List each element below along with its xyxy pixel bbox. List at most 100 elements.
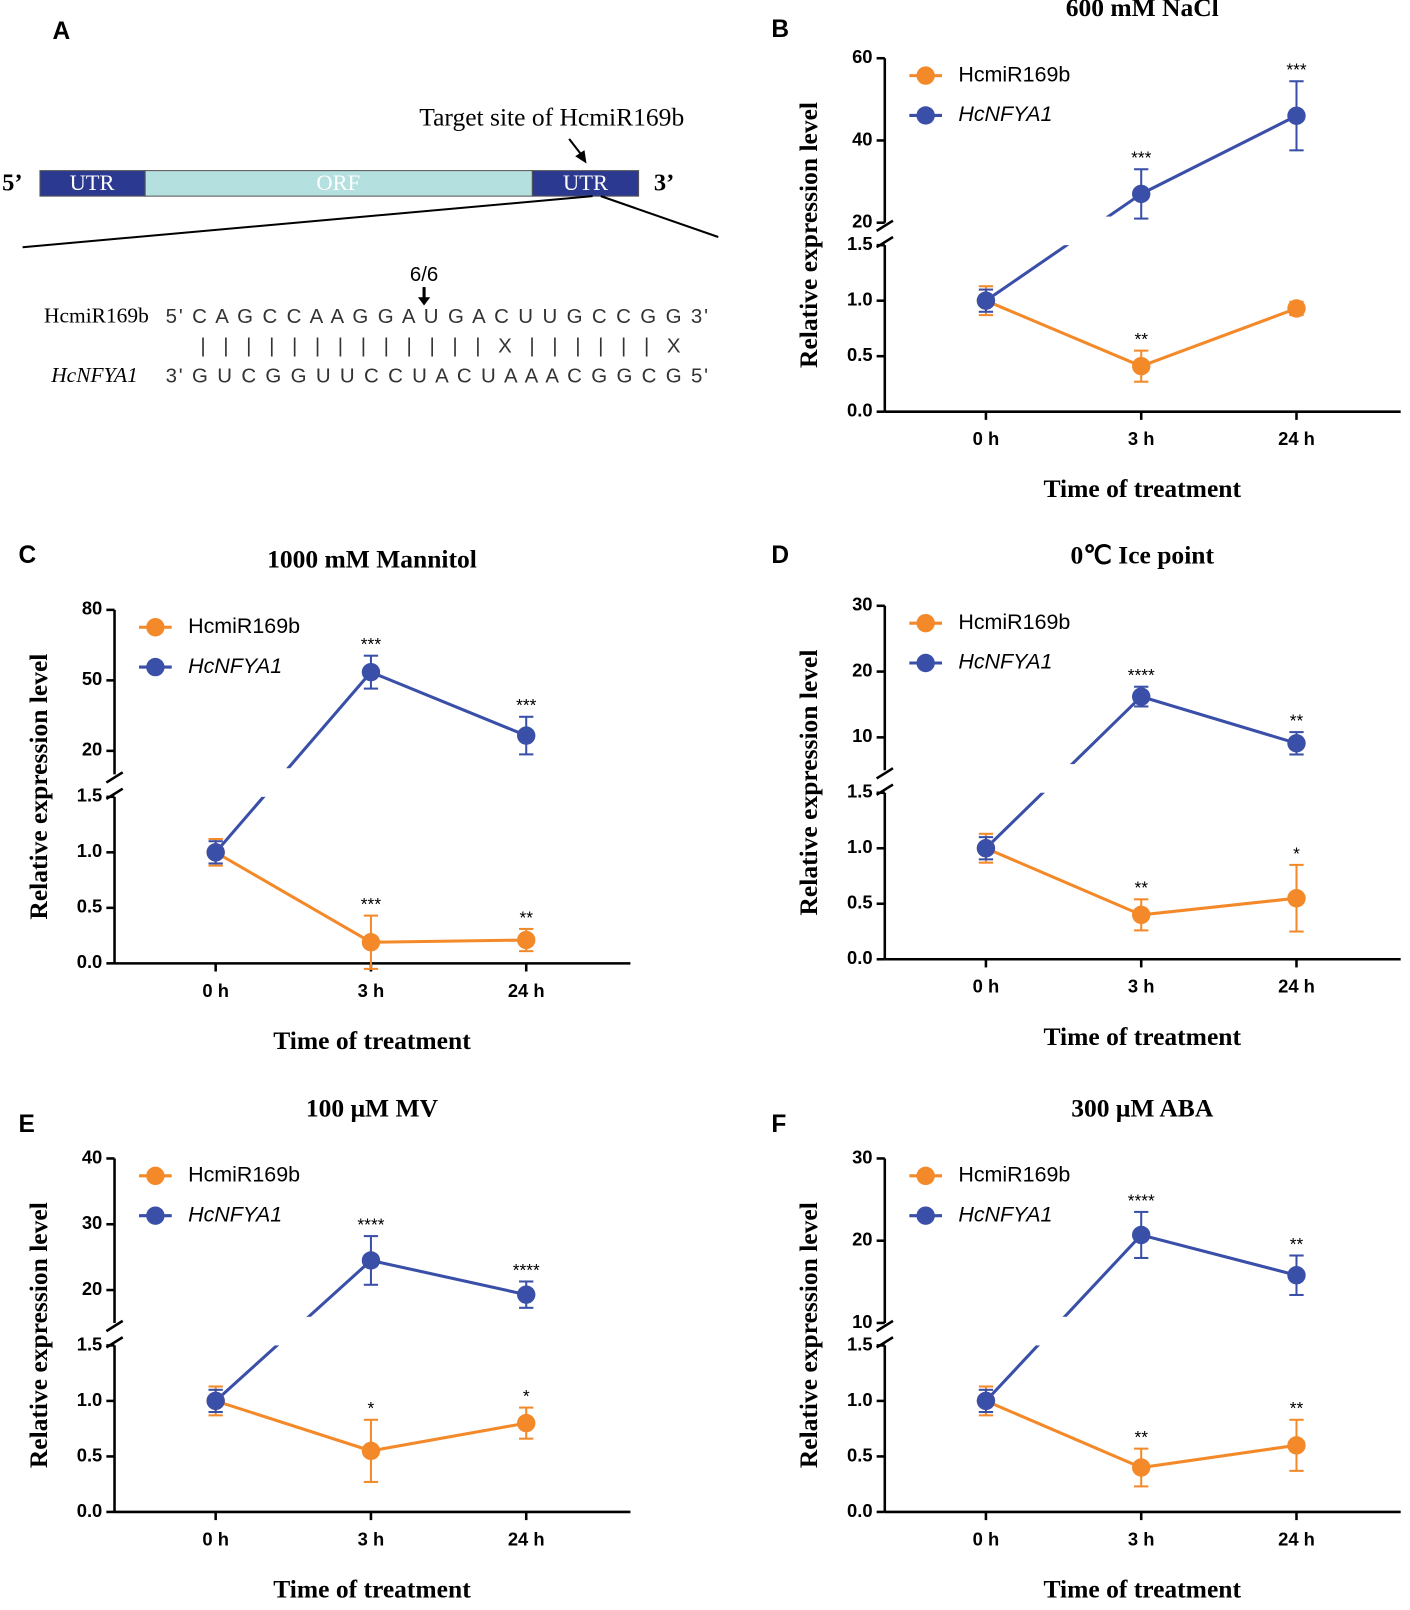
y-axis-label: Relative expression level: [794, 102, 823, 368]
y-tick-label: 1.5: [77, 1333, 103, 1354]
region-label: UTR: [563, 170, 608, 195]
x-tick-label: 0 h: [973, 976, 1000, 997]
legend-marker: [916, 1166, 935, 1186]
y-tick-label: 0.5: [847, 344, 873, 365]
significance-label: **: [519, 907, 533, 927]
x-tick-label: 3 h: [1128, 1528, 1155, 1549]
data-point: [1132, 356, 1151, 376]
y-tick-label: 1.5: [847, 233, 873, 254]
axis-break: [875, 767, 894, 780]
y-tick-label: 20: [82, 1278, 102, 1299]
data-point: [1287, 106, 1306, 125]
significance-label: **: [1290, 710, 1304, 730]
x-tick-label: 0 h: [202, 1528, 229, 1549]
axis-break: [105, 1319, 124, 1333]
y-tick-label: 50: [82, 668, 102, 689]
significance-label: *: [523, 1386, 530, 1406]
y-tick-label: 30: [82, 1212, 102, 1233]
y-tick-label: 30: [852, 594, 872, 615]
significance-label: ***: [516, 695, 537, 715]
x-tick-label: 3 h: [1128, 428, 1155, 449]
legend-label: HcNFYA1: [958, 102, 1052, 126]
data-point: [1287, 299, 1306, 318]
y-tick-label: 1.0: [77, 1389, 103, 1410]
legend-label: HcmiR169b: [958, 1163, 1070, 1187]
data-point: [1287, 734, 1306, 753]
chart-panel: E 100 μM MV Relative expression level Time …: [19, 1093, 633, 1603]
data-point: [361, 1441, 381, 1461]
significance-label: **: [1134, 878, 1148, 898]
data-point: [976, 839, 996, 858]
legend-marker: [916, 613, 935, 633]
panel-label: E: [19, 1111, 35, 1138]
mismatch-label: 6/6: [410, 264, 438, 286]
significance-label: ****: [513, 1260, 540, 1280]
y-tick-label: 0.5: [77, 896, 103, 917]
y-tick-label: 20: [852, 211, 872, 232]
data-point: [206, 843, 225, 862]
three-prime: 3’: [654, 170, 674, 197]
y-tick-label: 0.5: [77, 1444, 103, 1465]
target-sequence: 3' G U C G G U U C C U A C U A A A C G G…: [166, 365, 708, 387]
data-point: [517, 930, 536, 950]
y-tick-label: 30: [852, 1146, 872, 1167]
legend-label: HcNFYA1: [188, 654, 282, 678]
significance-label: ***: [361, 894, 382, 914]
y-tick-label: 0.0: [77, 1500, 103, 1521]
data-point: [1132, 1458, 1151, 1477]
chart-title: 100 μM MV: [306, 1093, 439, 1122]
significance-label: ***: [1131, 148, 1152, 168]
data-point: [1287, 889, 1306, 908]
panel-label: A: [53, 18, 71, 45]
significance-label: *: [1293, 843, 1300, 863]
significance-label: **: [1290, 1398, 1304, 1418]
chart-title: 0℃ Ice point: [1070, 541, 1214, 570]
y-tick-label: 1.5: [847, 1333, 873, 1354]
x-tick-label: 0 h: [973, 428, 1000, 449]
x-tick-label: 0 h: [973, 1528, 1000, 1549]
data-point: [517, 726, 536, 745]
significance-label: ****: [1128, 665, 1155, 685]
y-tick-label: 0.5: [847, 1444, 873, 1465]
y-axis-label: Relative expression level: [794, 1202, 823, 1468]
data-point: [361, 1251, 381, 1270]
arrow-head: [417, 297, 431, 306]
data-point: [1287, 1436, 1306, 1455]
mirna-name: HcmiR169b: [44, 304, 149, 328]
x-axis-label: Time of treatment: [273, 1574, 471, 1603]
legend-label: HcNFYA1: [958, 1202, 1052, 1226]
significance-label: ***: [361, 634, 382, 654]
legend-marker: [146, 618, 165, 637]
axis-break: [875, 1319, 894, 1333]
legend-marker: [916, 1206, 935, 1225]
significance-label: ****: [357, 1214, 384, 1234]
legend-label: HcNFYA1: [958, 650, 1052, 674]
axis-break: [105, 771, 124, 784]
x-axis-label: Time of treatment: [1044, 1022, 1242, 1051]
y-tick-label: 20: [852, 659, 872, 680]
panel-a: A Target site of HcmiR169b 5’ 3’ UTR ORF…: [2, 18, 719, 387]
legend-label: HcmiR169b: [958, 610, 1070, 634]
legend-label: HcNFYA1: [188, 1202, 282, 1226]
axis-break-gap: [116, 768, 633, 797]
significance-label: **: [1134, 1427, 1148, 1447]
legend-marker: [916, 66, 935, 85]
significance-label: **: [1290, 1234, 1304, 1254]
legend-label: HcmiR169b: [188, 614, 300, 638]
y-tick-label: 80: [82, 598, 102, 619]
arrow-head: [575, 150, 587, 164]
x-tick-label: 24 h: [508, 980, 545, 1001]
y-tick-label: 0.0: [847, 400, 873, 421]
axis-break-gap: [116, 1316, 633, 1346]
x-axis-label: Time of treatment: [273, 1026, 471, 1055]
region-label: ORF: [316, 170, 360, 195]
data-point: [976, 291, 996, 310]
panel-label: D: [771, 542, 789, 569]
y-tick-label: 40: [852, 128, 872, 149]
y-tick-label: 0.5: [847, 892, 873, 913]
axis-break-gap: [886, 764, 1403, 793]
data-point: [1287, 1266, 1306, 1285]
y-tick-label: 1.0: [847, 836, 873, 857]
y-tick-label: 1.5: [77, 785, 103, 806]
